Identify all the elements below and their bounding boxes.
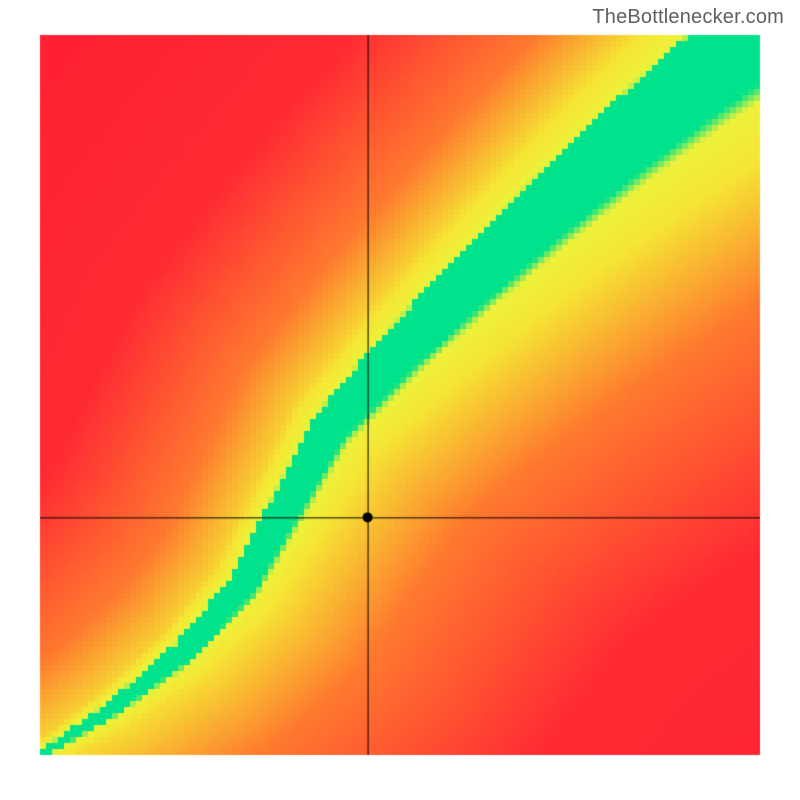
watermark-text: TheBottlenecker.com xyxy=(592,6,784,29)
chart-container: TheBottlenecker.com xyxy=(0,0,800,800)
heatmap-canvas xyxy=(0,0,800,800)
